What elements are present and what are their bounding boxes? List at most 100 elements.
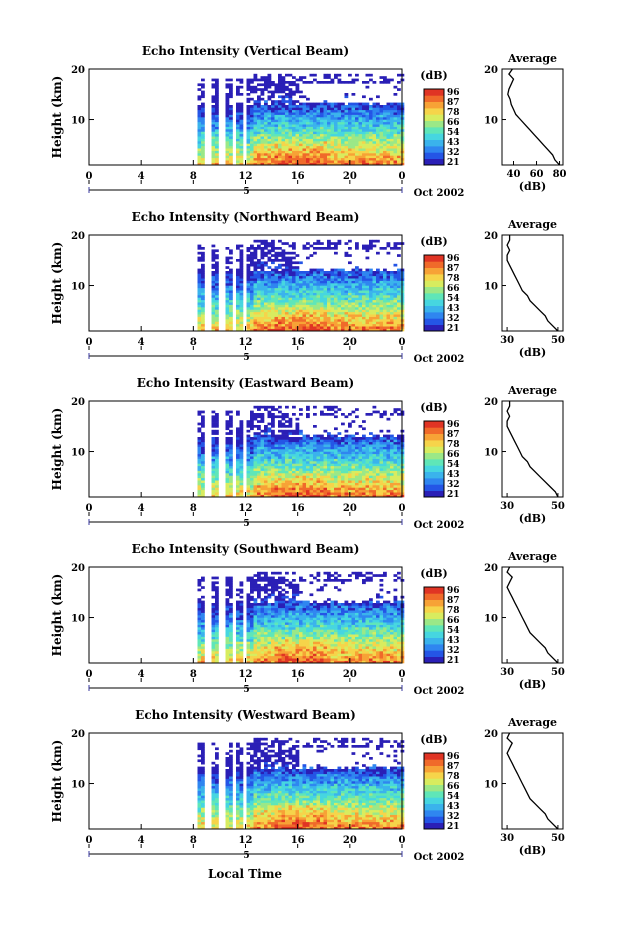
heatmap-cell xyxy=(352,290,356,293)
heatmap-cell xyxy=(313,309,317,312)
heatmap-cell xyxy=(380,119,384,122)
heatmap-cell xyxy=(369,98,373,101)
heatmap-cell xyxy=(394,411,398,414)
heatmap-cell xyxy=(369,134,373,137)
heatmap-cell xyxy=(226,86,230,89)
heatmap-cell xyxy=(327,134,331,137)
heatmap-cell xyxy=(338,115,342,118)
heatmap-cell xyxy=(236,148,240,151)
heatmap-cell xyxy=(254,444,258,447)
heatmap-cell xyxy=(229,257,233,260)
heatmap-cell xyxy=(282,305,286,308)
heatmap-cell xyxy=(198,112,202,115)
heatmap-cell xyxy=(383,439,387,442)
heatmap-cell xyxy=(334,447,338,450)
heatmap-cell xyxy=(369,307,373,310)
heatmap-cell xyxy=(292,245,296,248)
heatmap-cell xyxy=(285,459,289,462)
heatmap-cell xyxy=(317,293,321,296)
heatmap-cell xyxy=(271,119,275,122)
heatmap-cell xyxy=(285,124,289,127)
heatmap-cell xyxy=(303,290,307,293)
heatmap-cell xyxy=(317,143,321,146)
heatmap-cell xyxy=(348,466,352,469)
heatmap-cell xyxy=(320,473,324,476)
heatmap-cell xyxy=(313,480,317,483)
heatmap-cell xyxy=(261,478,265,481)
heatmap-cell xyxy=(390,110,394,113)
heatmap-cell xyxy=(296,432,300,435)
heatmap-cell xyxy=(212,110,216,113)
profile-x-label: (dB) xyxy=(519,346,546,359)
heatmap-cell xyxy=(310,160,314,163)
heatmap-cell xyxy=(341,459,345,462)
heatmap-cell xyxy=(397,324,401,327)
heatmap-cell xyxy=(383,293,387,296)
heatmap-cell xyxy=(376,122,380,125)
heatmap-cell xyxy=(278,439,282,442)
heatmap-cell xyxy=(338,454,342,457)
heatmap-cell xyxy=(383,269,387,272)
heatmap-cell xyxy=(390,139,394,142)
heatmap-cell xyxy=(198,442,202,445)
heatmap-cell xyxy=(338,146,342,149)
heatmap-cell xyxy=(212,305,216,308)
heatmap-cell xyxy=(299,146,303,149)
heatmap-cell xyxy=(247,483,251,486)
heatmap-cell xyxy=(264,449,268,452)
heatmap-cell xyxy=(201,288,205,291)
heatmap-cell xyxy=(278,473,282,476)
heatmap-cell xyxy=(292,305,296,308)
heatmap-cell xyxy=(254,483,258,486)
heatmap-cell xyxy=(264,285,268,288)
heatmap-cell xyxy=(247,281,251,284)
heatmap-cell xyxy=(212,300,216,303)
heatmap-cell xyxy=(236,305,240,308)
heatmap-cell xyxy=(331,459,335,462)
heatmap-cell xyxy=(292,155,296,158)
heatmap-cell xyxy=(257,103,261,106)
heatmap-cell xyxy=(275,117,279,120)
heatmap-cell xyxy=(331,492,335,495)
heatmap-cell xyxy=(201,449,205,452)
heatmap-cell xyxy=(362,307,366,310)
heatmap-cell xyxy=(376,454,380,457)
heatmap-cell xyxy=(289,478,293,481)
heatmap-cell xyxy=(383,155,387,158)
heatmap-cell xyxy=(387,471,391,474)
heatmap-cell xyxy=(348,271,352,274)
heatmap-cell xyxy=(327,160,331,163)
heatmap-cell xyxy=(257,490,261,493)
heatmap-cell xyxy=(373,300,377,303)
heatmap-cell xyxy=(310,283,314,286)
heatmap-cell xyxy=(334,444,338,447)
heatmap-cell xyxy=(226,117,230,120)
heatmap-cell xyxy=(390,442,394,445)
heatmap-cell xyxy=(201,273,205,276)
heatmap-cell xyxy=(278,127,282,130)
heatmap-cell xyxy=(289,139,293,142)
heatmap-cell xyxy=(289,74,293,77)
heatmap-cell xyxy=(369,240,373,243)
heatmap-cell xyxy=(394,242,398,245)
heatmap-cell xyxy=(369,437,373,440)
heatmap-cell xyxy=(275,153,279,156)
heatmap-cell xyxy=(355,127,359,130)
colorbar-tick-label: 96 xyxy=(447,420,460,430)
heatmap-cell xyxy=(254,442,258,445)
heatmap-cell xyxy=(285,309,289,312)
heatmap-cell xyxy=(278,487,282,490)
heatmap-cell xyxy=(296,288,300,291)
heatmap-cell xyxy=(261,281,265,284)
heatmap-cell xyxy=(282,143,286,146)
heatmap-cell xyxy=(201,79,205,82)
heatmap-cell xyxy=(324,105,328,108)
heatmap-cell xyxy=(397,242,401,245)
heatmap-cell xyxy=(229,105,233,108)
heatmap-cell xyxy=(387,110,391,113)
heatmap-cell xyxy=(229,437,233,440)
heatmap-cell xyxy=(369,297,373,300)
heatmap-cell xyxy=(292,271,296,274)
profile-title: Average xyxy=(507,52,557,65)
